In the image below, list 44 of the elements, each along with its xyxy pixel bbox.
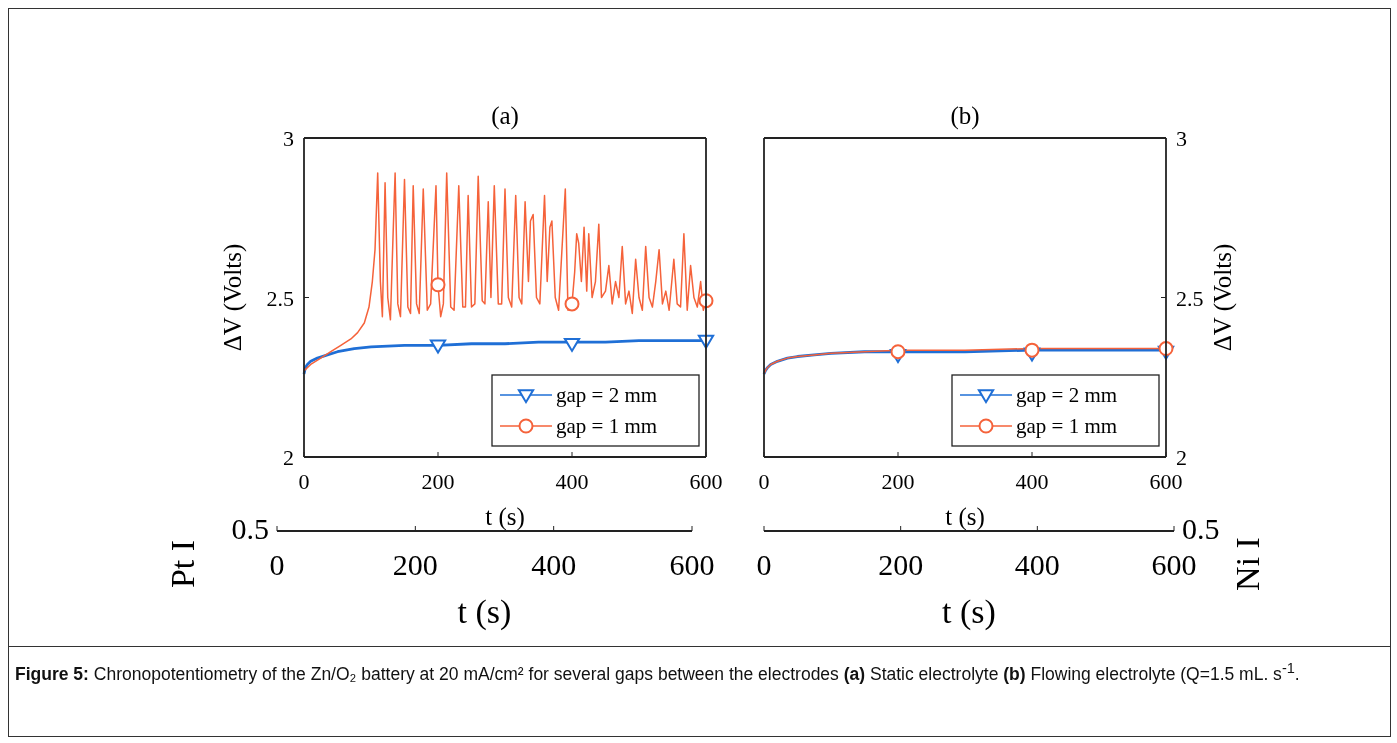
legend-label: gap = 1 mm	[1016, 414, 1118, 438]
text: 0.5	[1182, 512, 1220, 545]
y-tick-label: 3	[283, 126, 294, 151]
text: Ni I	[1229, 537, 1266, 591]
text: Pt I	[164, 539, 201, 589]
text: (a)	[843, 663, 866, 684]
x2-tick-label: 600	[669, 548, 715, 581]
x-tick-label: 200	[421, 469, 455, 494]
text: Chronopotentiometry of the Zn/O₂ battery at 20 mA/cm² for several gaps between the electrodes	[92, 663, 840, 684]
y-axis-title: ΔV (Volts)	[1209, 243, 1237, 352]
y-tick-label: 3	[1176, 126, 1187, 151]
x2-axis-title: t (s)	[457, 593, 512, 631]
x-axis-title: t (s)	[945, 503, 985, 531]
x2-tick-label: 200	[392, 548, 438, 581]
x-tick-label: 0	[758, 469, 770, 494]
x2-tick-label: 0	[269, 548, 285, 581]
x-axis-title: t (s)	[485, 503, 525, 531]
y-tick-label: 2.5	[266, 285, 294, 311]
y-tick-label: 2	[1176, 445, 1187, 470]
x-tick-label: 400	[555, 469, 589, 494]
chart-title: (a)	[491, 102, 519, 130]
y-tick-label: 2.5	[1176, 285, 1204, 311]
x-tick-label: 200	[881, 469, 915, 494]
text: (b)	[1003, 663, 1026, 684]
y-axis-title: ΔV (Volts)	[219, 243, 247, 352]
chart-title: (b)	[950, 102, 980, 130]
text: Flowing electrolyte (Q=1.5 mL. s$^{-1}$.	[1029, 660, 1300, 684]
x2-axis-title: t (s)	[942, 593, 996, 631]
text: Static electrolyte	[868, 663, 1000, 684]
legend-label: gap = 2 mm	[1016, 383, 1118, 407]
x-tick-label: 400	[1015, 469, 1049, 494]
x-tick-label: 600	[1149, 469, 1183, 494]
x2-tick-label: 0	[756, 548, 772, 581]
text: 0.5	[231, 512, 269, 545]
x-tick-label: 600	[689, 469, 723, 494]
y-tick-label: 2	[283, 445, 294, 470]
legend-label: gap = 1 mm	[556, 414, 658, 438]
x2-tick-label: 400	[531, 548, 577, 581]
x2-tick-label: 200	[878, 548, 924, 581]
x2-tick-label: 600	[1151, 548, 1197, 581]
x2-tick-label: 400	[1014, 548, 1060, 581]
caption: Figure 5:	[15, 663, 89, 684]
legend-label: gap = 2 mm	[556, 383, 658, 407]
x-tick-label: 0	[298, 469, 310, 494]
